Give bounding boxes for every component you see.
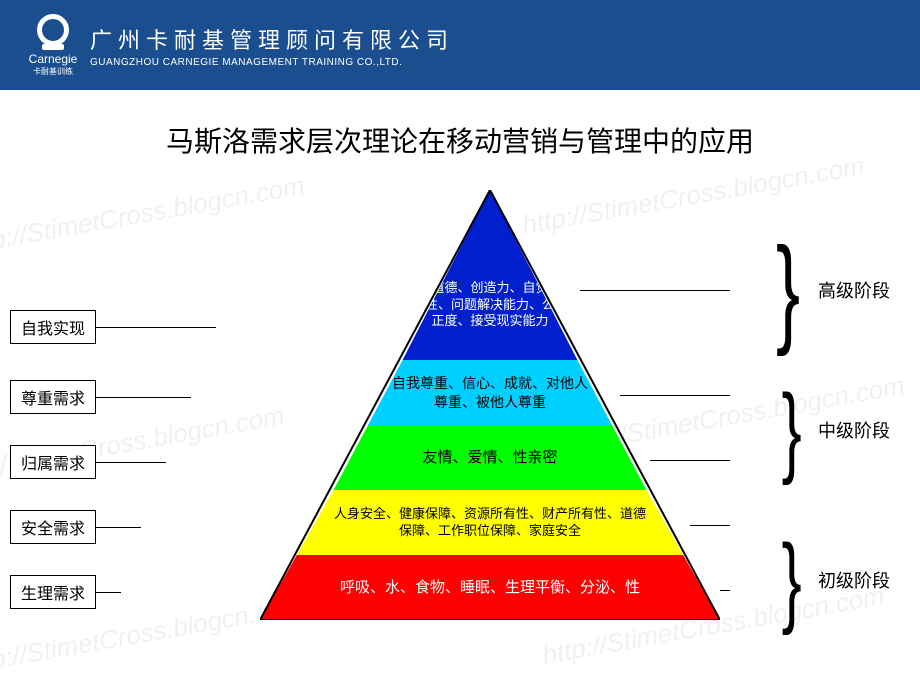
right-line <box>580 290 730 291</box>
stage-middle: } 中级阶段 <box>775 380 890 480</box>
left-label-0: 自我实现 <box>10 310 216 344</box>
pyramid-layer-2: 友情、爱情、性亲密 <box>260 425 720 490</box>
logo-subtext: 卡耐基训练 <box>33 66 73 77</box>
pyramid-layer-0: 道德、创造力、自觉性、问题解决能力、公正度、接受现实能力 <box>260 190 720 360</box>
company-text: 广州卡耐基管理顾问有限公司 GUANGZHOU CARNEGIE MANAGEM… <box>90 23 454 68</box>
pyramid-layer-1: 自我尊重、信心、成就、对他人尊重、被他人尊重 <box>260 360 720 425</box>
right-line <box>720 590 730 591</box>
left-label-3: 安全需求 <box>10 510 141 544</box>
carnegie-logo-icon: Carnegie 卡耐基训练 <box>30 14 76 77</box>
right-line <box>650 460 730 461</box>
pyramid-layer-4: 呼吸、水、食物、睡眠、生理平衡、分泌、性 <box>260 555 720 620</box>
brace-icon: } <box>781 530 801 630</box>
header-bar: Carnegie 卡耐基训练 广州卡耐基管理顾问有限公司 GUANGZHOU C… <box>0 0 920 90</box>
left-label-4: 生理需求 <box>10 575 121 609</box>
logo-text: Carnegie <box>29 52 78 66</box>
left-label-2: 归属需求 <box>10 445 166 479</box>
left-label-1: 尊重需求 <box>10 380 191 414</box>
company-name-cn: 广州卡耐基管理顾问有限公司 <box>90 23 454 55</box>
slide-title: 马斯洛需求层次理论在移动营销与管理中的应用 <box>0 120 920 160</box>
right-line <box>690 525 730 526</box>
right-line <box>620 395 730 396</box>
company-name-en: GUANGZHOU CARNEGIE MANAGEMENT TRAINING C… <box>90 57 454 68</box>
pyramid-layer-3: 人身安全、健康保障、资源所有性、财产所有性、道德保障、工作职位保障、家庭安全 <box>260 490 720 555</box>
pyramid: 道德、创造力、自觉性、问题解决能力、公正度、接受现实能力 自我尊重、信心、成就、… <box>260 190 720 620</box>
logo-block: Carnegie 卡耐基训练 广州卡耐基管理顾问有限公司 GUANGZHOU C… <box>30 14 454 77</box>
stage-basic: } 初级阶段 <box>775 530 890 630</box>
brace-icon: } <box>776 230 800 350</box>
maslow-diagram: http://StimetCross.blogcn.com http://Sti… <box>0 170 920 670</box>
brace-icon: } <box>781 380 801 480</box>
stage-advanced: } 高级阶段 <box>768 230 890 350</box>
